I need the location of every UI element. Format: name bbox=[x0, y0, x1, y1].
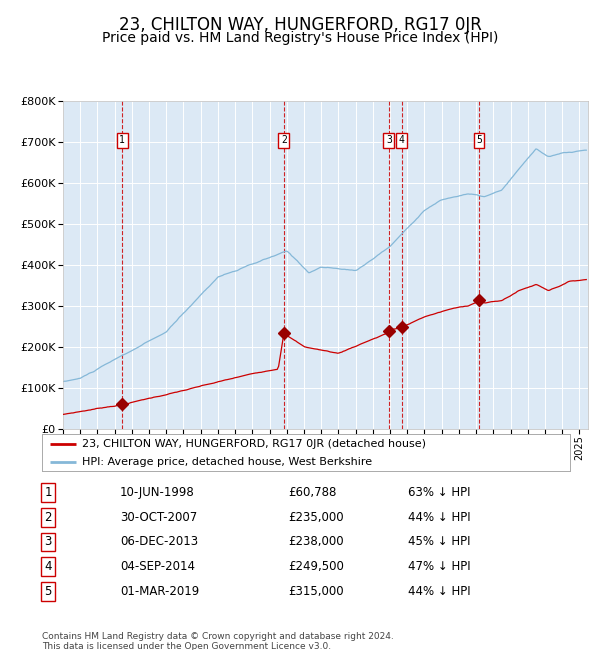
Text: Price paid vs. HM Land Registry's House Price Index (HPI): Price paid vs. HM Land Registry's House … bbox=[102, 31, 498, 45]
Text: £235,000: £235,000 bbox=[288, 511, 344, 524]
Text: 4: 4 bbox=[399, 135, 404, 145]
Text: 3: 3 bbox=[44, 536, 52, 549]
Text: 5: 5 bbox=[44, 585, 52, 598]
Text: 10-JUN-1998: 10-JUN-1998 bbox=[120, 486, 195, 499]
Text: 23, CHILTON WAY, HUNGERFORD, RG17 0JR: 23, CHILTON WAY, HUNGERFORD, RG17 0JR bbox=[119, 16, 481, 34]
Text: 45% ↓ HPI: 45% ↓ HPI bbox=[408, 536, 470, 549]
Text: £315,000: £315,000 bbox=[288, 585, 344, 598]
Text: 2: 2 bbox=[281, 135, 287, 145]
Text: 2: 2 bbox=[44, 511, 52, 524]
Text: 47% ↓ HPI: 47% ↓ HPI bbox=[408, 560, 470, 573]
Text: 06-DEC-2013: 06-DEC-2013 bbox=[120, 536, 198, 549]
Text: 30-OCT-2007: 30-OCT-2007 bbox=[120, 511, 197, 524]
Text: Contains HM Land Registry data © Crown copyright and database right 2024.
This d: Contains HM Land Registry data © Crown c… bbox=[42, 632, 394, 650]
Text: £238,000: £238,000 bbox=[288, 536, 344, 549]
Text: 01-MAR-2019: 01-MAR-2019 bbox=[120, 585, 199, 598]
Text: HPI: Average price, detached house, West Berkshire: HPI: Average price, detached house, West… bbox=[82, 457, 372, 467]
Text: £249,500: £249,500 bbox=[288, 560, 344, 573]
Text: 63% ↓ HPI: 63% ↓ HPI bbox=[408, 486, 470, 499]
Text: 3: 3 bbox=[386, 135, 392, 145]
Text: 04-SEP-2014: 04-SEP-2014 bbox=[120, 560, 195, 573]
Text: 44% ↓ HPI: 44% ↓ HPI bbox=[408, 511, 470, 524]
Text: 1: 1 bbox=[119, 135, 125, 145]
Text: 1: 1 bbox=[44, 486, 52, 499]
Text: £60,788: £60,788 bbox=[288, 486, 337, 499]
Text: 23, CHILTON WAY, HUNGERFORD, RG17 0JR (detached house): 23, CHILTON WAY, HUNGERFORD, RG17 0JR (d… bbox=[82, 439, 425, 448]
Text: 44% ↓ HPI: 44% ↓ HPI bbox=[408, 585, 470, 598]
Text: 4: 4 bbox=[44, 560, 52, 573]
Text: 5: 5 bbox=[476, 135, 482, 145]
